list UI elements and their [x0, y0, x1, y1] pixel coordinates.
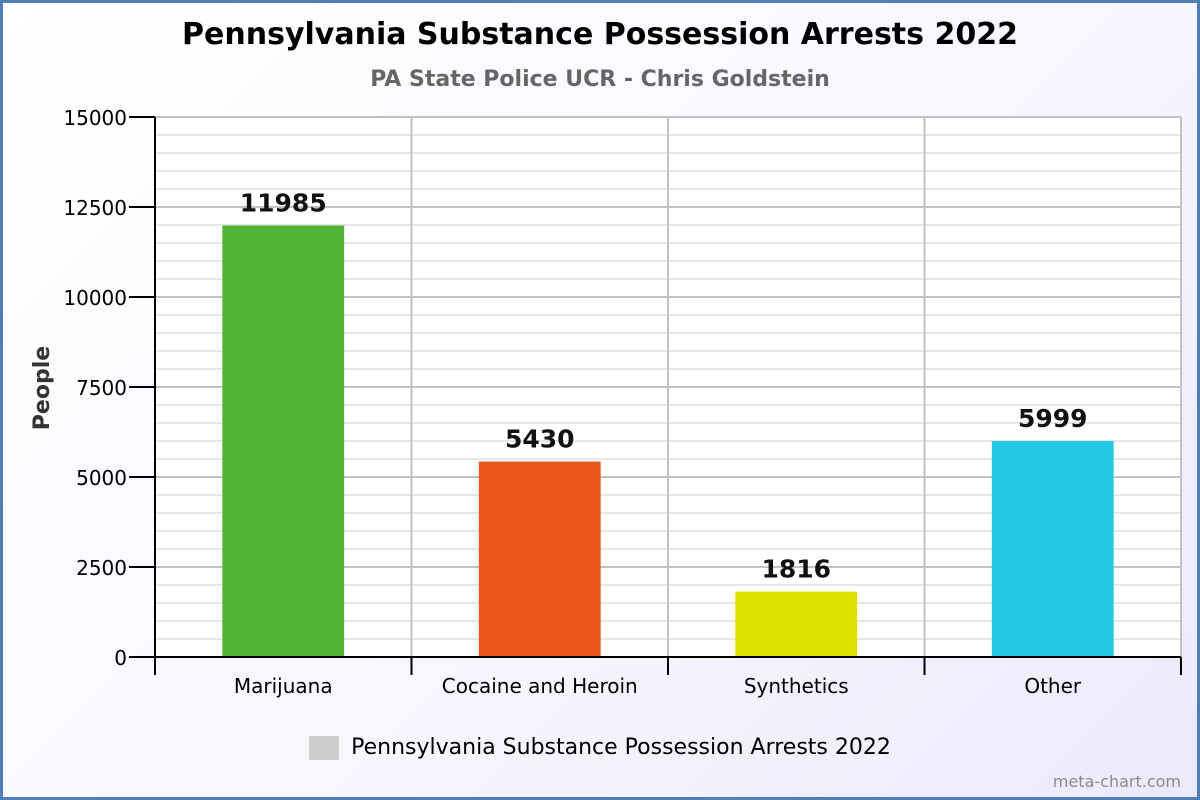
bar-chart: 0 2500 5000 7500 10000 12500 15000 Marijuana Co… [30, 106, 1182, 698]
x-tick-label: Cocaine and Heroin [442, 674, 638, 698]
y-axis-label: People [30, 346, 55, 430]
data-labels: 11985 5430 1816 5999 [240, 189, 1088, 584]
x-tick-label: Synthetics [744, 674, 849, 698]
y-tick-label: 15000 [63, 106, 127, 130]
bar-other [991, 441, 1114, 657]
y-tick-label: 10000 [63, 286, 127, 310]
legend-label: Pennsylvania Substance Possession Arrest… [351, 735, 891, 760]
data-label: 1816 [761, 555, 831, 584]
y-tick-label: 7500 [76, 376, 127, 400]
legend: Pennsylvania Substance Possession Arrest… [3, 735, 1197, 760]
legend-swatch [309, 735, 340, 760]
chart-title: Pennsylvania Substance Possession Arrest… [182, 17, 1018, 52]
y-tick-label: 2500 [76, 556, 127, 580]
data-label: 11985 [240, 189, 327, 218]
x-axis-ticks: Marijuana Cocaine and Heroin Synthetics Oth… [154, 657, 1182, 698]
bar-synthetics [735, 591, 858, 657]
chart-subtitle: PA State Police UCR - Chris Goldstein [370, 67, 830, 92]
data-label: 5430 [505, 425, 575, 454]
data-label: 5999 [1018, 404, 1088, 433]
bar-marijuana [222, 225, 345, 658]
bar-cocaine-and-heroin [478, 461, 601, 657]
y-tick-label: 0 [114, 646, 127, 670]
y-axis-ticks: 0 2500 5000 7500 10000 12500 15000 [63, 106, 155, 670]
y-tick-label: 5000 [76, 466, 127, 490]
watermark: meta-chart.com [1052, 772, 1181, 791]
y-tick-label: 12500 [63, 196, 127, 220]
x-tick-label: Marijuana [234, 674, 333, 698]
bars [222, 225, 1114, 658]
x-tick-label: Other [1024, 674, 1082, 698]
